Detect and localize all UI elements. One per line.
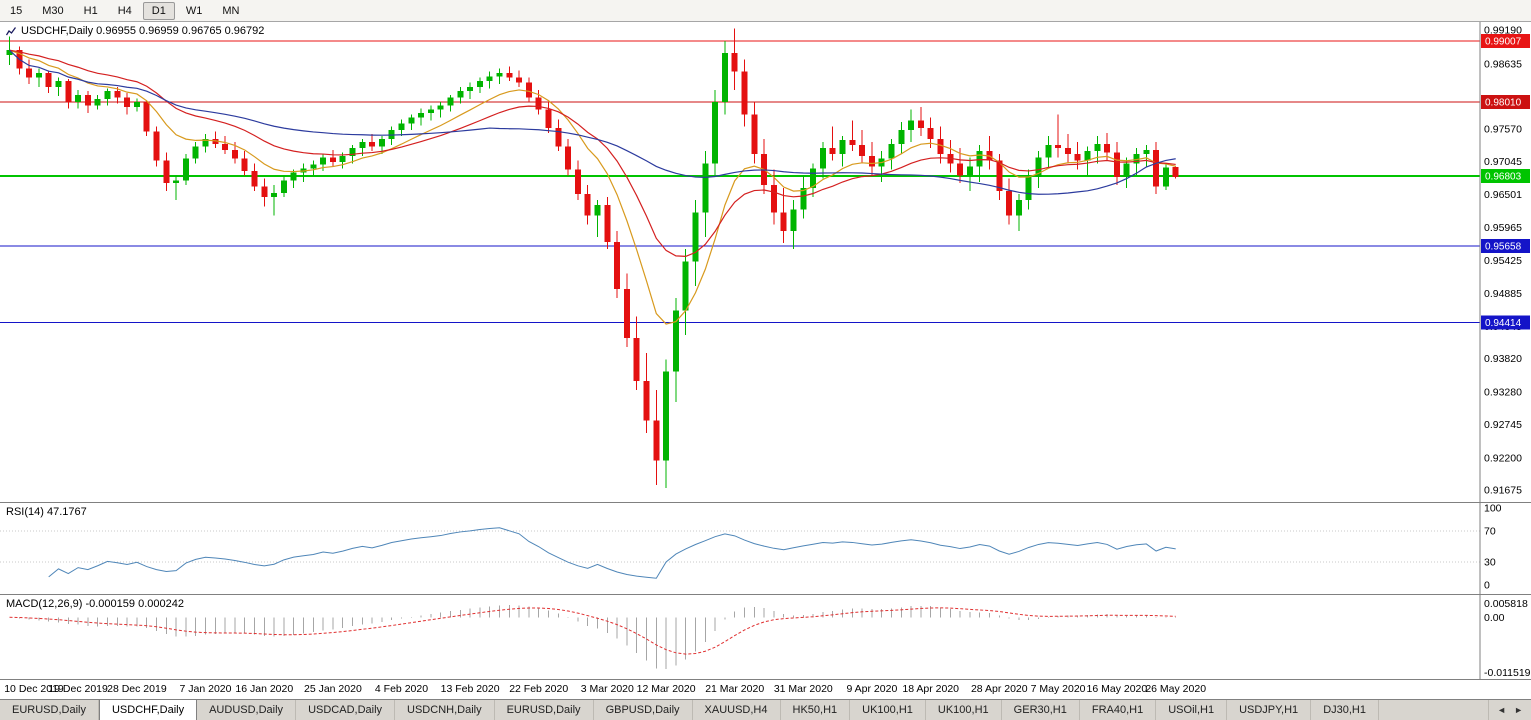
svg-text:0.97045: 0.97045 xyxy=(1484,156,1522,168)
tabs-scroll-right-button[interactable]: ► xyxy=(1514,704,1523,715)
chart-tab-fra40-h1[interactable]: FRA40,H1 xyxy=(1080,700,1157,720)
svg-text:0.96803: 0.96803 xyxy=(1485,172,1522,183)
timeframe-button-W1[interactable]: W1 xyxy=(185,4,203,17)
svg-text:0.95425: 0.95425 xyxy=(1484,255,1522,267)
chart-tab-xauusd-h4[interactable]: XAUUSD,H4 xyxy=(693,700,781,720)
chart-icon xyxy=(6,26,16,36)
main-chart-canvas[interactable]: 0.99190 0.98635 0.97570 0.97045 0.96501 0.959… xyxy=(0,22,1531,502)
chart-tab-usoil-h1[interactable]: USOil,H1 xyxy=(1156,700,1228,720)
svg-text:0.98635: 0.98635 xyxy=(1484,58,1522,70)
date-label: 28 Dec 2019 xyxy=(107,683,167,695)
svg-text:0.92200: 0.92200 xyxy=(1484,452,1522,464)
date-label: 16 May 2020 xyxy=(1086,683,1148,695)
chart-title: USDCHF,Daily 0.96955 0.96959 0.96765 0.9… xyxy=(6,25,264,37)
price-badge: 0.94414 xyxy=(1481,315,1530,330)
price-badge: 0.96803 xyxy=(1481,169,1530,184)
svg-text:100: 100 xyxy=(1484,503,1502,515)
macd-label: MACD(12,26,9) -0.000159 0.000242 xyxy=(6,598,184,610)
timeframe-button-MN[interactable]: MN xyxy=(222,4,240,17)
chart-tab-dj30-h1[interactable]: DJ30,H1 xyxy=(1311,700,1379,720)
chart-tab-hk50-h1[interactable]: HK50,H1 xyxy=(781,700,851,720)
date-label: 7 May 2020 xyxy=(1030,683,1086,695)
date-label: 9 Apr 2020 xyxy=(846,683,898,695)
macd-canvas[interactable]: 0.005818 0.00 -0.011519 xyxy=(0,595,1531,679)
rsi-label: RSI(14) 47.1767 xyxy=(6,506,87,518)
svg-text:0.98010: 0.98010 xyxy=(1485,98,1522,109)
svg-text:0.92745: 0.92745 xyxy=(1484,419,1522,431)
date-label: 12 Mar 2020 xyxy=(636,683,696,695)
svg-text:0.94414: 0.94414 xyxy=(1485,318,1522,329)
chart-tab-ger30-h1[interactable]: GER30,H1 xyxy=(1002,700,1080,720)
date-axis: 10 Dec 2019 19 Dec 2019 28 Dec 2019 7 Jan 2… xyxy=(0,679,1531,699)
price-badge: 0.95658 xyxy=(1481,239,1530,254)
price-badge: 0.99007 xyxy=(1481,34,1530,49)
svg-text:0.93280: 0.93280 xyxy=(1484,386,1522,398)
timeframe-button-H1[interactable]: H1 xyxy=(83,4,98,17)
rsi-canvas[interactable]: 100 70 30 0 xyxy=(0,503,1531,594)
svg-text:0.91675: 0.91675 xyxy=(1484,485,1522,497)
chart-tab-uk100-h1[interactable]: UK100,H1 xyxy=(850,700,926,720)
svg-text:0.96501: 0.96501 xyxy=(1484,189,1522,201)
svg-text:-0.011519: -0.011519 xyxy=(1484,667,1531,679)
timeframe-button-D1[interactable]: D1 xyxy=(142,1,175,20)
date-label: 28 Apr 2020 xyxy=(970,683,1028,695)
svg-text:0.93820: 0.93820 xyxy=(1484,353,1522,365)
date-label: 31 Mar 2020 xyxy=(773,683,833,695)
date-label: 22 Feb 2020 xyxy=(509,683,569,695)
chart-tabbar: EURUSD,Daily USDCHF,Daily AUDUSD,Daily USDC… xyxy=(0,699,1531,720)
price-badge: 0.98010 xyxy=(1481,95,1530,110)
chart-tab-eurusd-daily[interactable]: EURUSD,Daily xyxy=(0,700,99,720)
timeframe-toolbar: 15 M30 H1 H4 D1 W1 MN xyxy=(0,0,1531,22)
svg-text:70: 70 xyxy=(1484,526,1496,538)
date-label: 4 Feb 2020 xyxy=(374,683,429,695)
tabs-scroll-left-button[interactable]: ◄ xyxy=(1497,704,1507,715)
chart-tab-usdcnh-daily[interactable]: USDCNH,Daily xyxy=(395,700,495,720)
date-label: 13 Feb 2020 xyxy=(440,683,500,695)
svg-text:0.97570: 0.97570 xyxy=(1484,124,1522,136)
macd-indicator-panel[interactable]: 0.005818 0.00 -0.011519 MACD(12,26,9) -0.0… xyxy=(0,594,1531,679)
chart-tabs-strip: EURUSD,Daily USDCHF,Daily AUDUSD,Daily USDC… xyxy=(0,700,1531,720)
main-chart-panel[interactable]: 0.99190 0.98635 0.97570 0.97045 0.96501 0.959… xyxy=(0,22,1531,502)
chart-tab-eurusd-daily[interactable]: EURUSD,Daily xyxy=(495,700,594,720)
chart-tab-usdchf-daily[interactable]: USDCHF,Daily xyxy=(98,700,198,720)
svg-text:0.95965: 0.95965 xyxy=(1484,222,1522,234)
timeframe-button-M30[interactable]: M30 xyxy=(42,4,64,17)
chart-title-text: USDCHF,Daily 0.96955 0.96959 0.96765 0.9… xyxy=(21,25,265,37)
svg-text:0.00: 0.00 xyxy=(1484,612,1505,624)
date-label: 16 Jan 2020 xyxy=(235,683,294,695)
timeframe-button-H4[interactable]: H4 xyxy=(117,4,132,17)
date-label: 25 Jan 2020 xyxy=(303,683,362,695)
svg-text:0.94885: 0.94885 xyxy=(1484,288,1522,300)
chart-tab-gbpusd-daily[interactable]: GBPUSD,Daily xyxy=(594,700,693,720)
date-label: 18 Apr 2020 xyxy=(902,683,959,695)
date-label: 10 Dec 2019 xyxy=(4,683,64,695)
svg-text:0.99190: 0.99190 xyxy=(1484,24,1522,36)
tabs-scroll-controls: ◄ ► xyxy=(1488,700,1531,720)
svg-text:0: 0 xyxy=(1484,580,1490,592)
chart-tab-audusd-daily[interactable]: AUDUSD,Daily xyxy=(197,700,297,720)
date-label: 3 Mar 2020 xyxy=(580,683,634,695)
svg-text:30: 30 xyxy=(1484,556,1496,568)
svg-text:0.95658: 0.95658 xyxy=(1485,242,1522,253)
date-label: 7 Jan 2020 xyxy=(179,683,232,695)
timeframe-button-15[interactable]: 15 xyxy=(10,4,23,17)
date-label: 21 Mar 2020 xyxy=(705,683,765,695)
svg-text:0.99007: 0.99007 xyxy=(1485,37,1522,48)
chart-tab-usdjpy-h1[interactable]: USDJPY,H1 xyxy=(1227,700,1312,720)
chart-tab-uk100-h1[interactable]: UK100,H1 xyxy=(926,700,1002,720)
chart-tab-usdcad-daily[interactable]: USDCAD,Daily xyxy=(296,700,396,720)
date-label: 19 Dec 2019 xyxy=(48,683,108,695)
date-label: 26 May 2020 xyxy=(1145,683,1207,695)
rsi-indicator-panel[interactable]: 100 70 30 0 RSI(14) 47.1767 xyxy=(0,502,1531,594)
svg-text:0.005818: 0.005818 xyxy=(1484,598,1528,610)
